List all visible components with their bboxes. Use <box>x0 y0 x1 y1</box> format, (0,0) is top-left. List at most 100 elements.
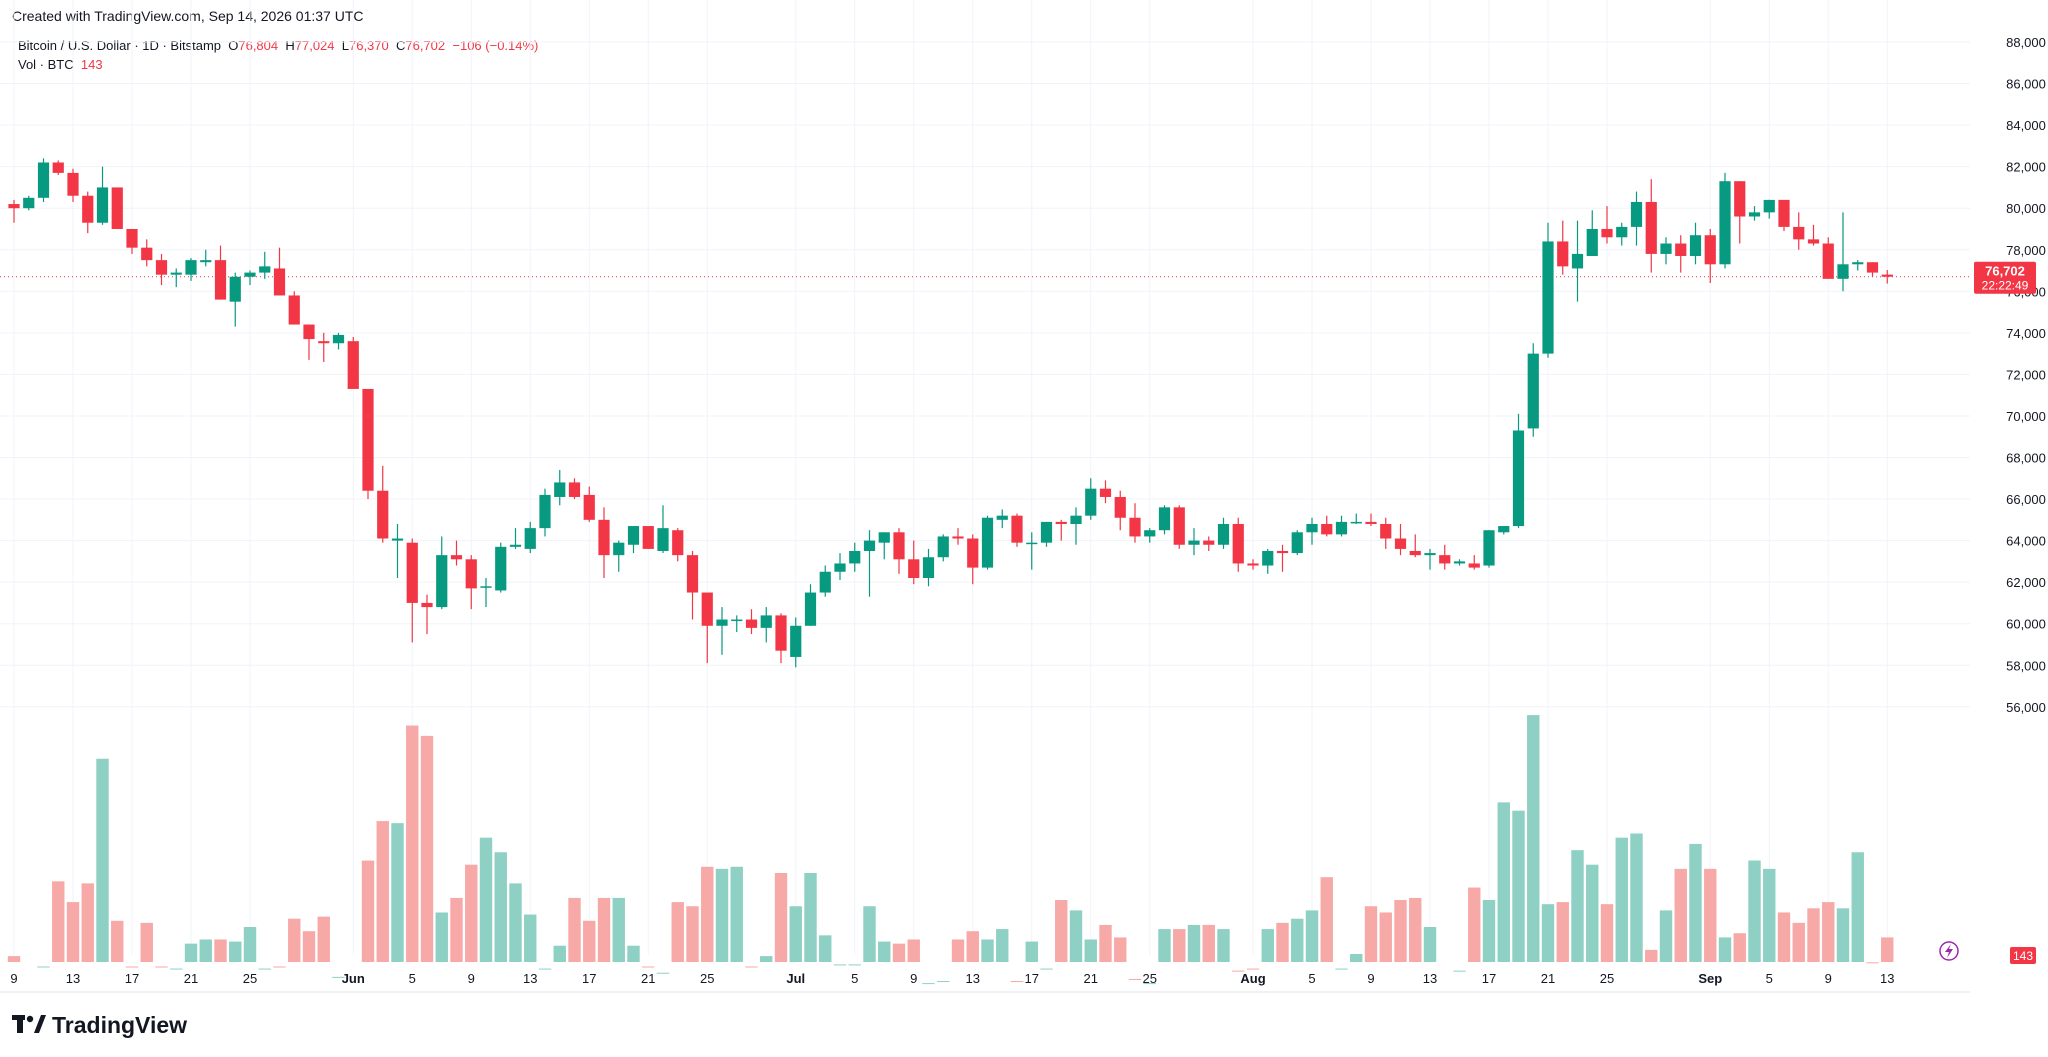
volume-bar <box>406 725 419 962</box>
volume-bar <box>494 852 507 962</box>
candle-body <box>214 260 227 300</box>
volume-bar <box>597 897 611 962</box>
y-axis-tick-label: 60,000 <box>2006 617 2046 632</box>
y-axis-tick-label: 88,000 <box>2006 35 2046 50</box>
volume-bar <box>81 883 94 962</box>
candle-body <box>863 540 876 551</box>
candle-body <box>377 490 389 539</box>
volume-bar <box>52 881 65 962</box>
volume-bar <box>951 939 965 962</box>
candle-body <box>672 530 684 556</box>
alert-lightning-icon <box>1939 941 1959 961</box>
volume-bar <box>66 902 80 962</box>
x-axis-tick-label: 17 <box>582 971 596 986</box>
volume-bar <box>1527 715 1540 962</box>
volume-bar <box>479 837 493 962</box>
volume-bar <box>1556 902 1569 962</box>
last-price-badge-value: 76,702 <box>1985 264 2025 279</box>
volume-bar <box>583 920 596 962</box>
volume-bar <box>553 945 566 962</box>
candle-body <box>922 557 935 578</box>
candle-body <box>318 341 330 344</box>
y-axis-tick-label: 80,000 <box>2006 201 2046 216</box>
volume-bar <box>1158 929 1171 962</box>
volume-label[interactable]: Vol · BTC <box>18 57 74 72</box>
candle-body <box>524 528 536 549</box>
volume-bar <box>981 939 994 962</box>
volume-bar <box>1600 904 1614 962</box>
candle-body <box>1291 532 1303 554</box>
candlestick-chart[interactable]: 56,000 58,000 60,000 62,000 64,000 66,000 68,0… <box>0 0 2048 1000</box>
volume-bar <box>1409 897 1422 962</box>
volume-bar <box>1482 900 1496 962</box>
volume-bar <box>1704 868 1717 962</box>
open-label: O <box>228 38 239 53</box>
x-axis-tick-label: 25 <box>1600 971 1614 986</box>
y-axis-tick-label: 86,000 <box>2006 77 2046 92</box>
volume-bar <box>420 735 434 962</box>
x-axis-tick-label: 25 <box>243 971 257 986</box>
candle-body <box>288 295 300 325</box>
volume-bar <box>730 866 743 962</box>
volume-bar <box>1733 933 1746 962</box>
candle-body <box>141 247 153 261</box>
candle-body <box>1734 181 1746 217</box>
volume-badge-value: 143 <box>2013 949 2033 963</box>
x-axis-tick-label: 17 <box>125 971 139 986</box>
candle-body <box>657 528 669 551</box>
volume-bar <box>1718 937 1732 962</box>
candle-body <box>480 586 492 588</box>
candle-body <box>332 334 345 344</box>
volume-bar <box>774 873 788 962</box>
volume-bar <box>1571 850 1584 962</box>
candle-body <box>819 571 831 593</box>
candle-body <box>1837 264 1849 279</box>
volume-bar <box>509 883 522 962</box>
candle-body <box>849 550 861 564</box>
candle-body <box>598 519 610 556</box>
candle-body <box>1129 517 1141 537</box>
candle-body <box>937 536 949 558</box>
volume-bar <box>671 902 684 962</box>
tradingview-logo-icon <box>12 1013 46 1039</box>
volume-bar <box>273 966 286 968</box>
candle-body <box>67 172 79 196</box>
candle-body <box>1247 563 1259 566</box>
x-axis-tick-label: 21 <box>641 971 655 986</box>
volume-bar <box>1305 910 1319 962</box>
candle-body <box>347 341 359 389</box>
candle-body <box>155 260 168 275</box>
volume-bar <box>1851 852 1864 962</box>
volume-bar <box>450 897 463 962</box>
volume-bar <box>1335 968 1348 970</box>
x-axis-tick-label: 5 <box>1766 971 1773 986</box>
candle-body <box>1365 521 1377 524</box>
candle-body <box>996 515 1008 520</box>
candle-body <box>583 494 595 520</box>
volume-bar <box>789 906 802 962</box>
candle-body <box>1055 521 1067 524</box>
x-axis-tick-label: 9 <box>10 971 17 986</box>
x-axis-tick-label: 13 <box>66 971 80 986</box>
candle-body <box>1778 199 1790 227</box>
candle-body <box>303 324 315 340</box>
volume-bar <box>1055 900 1068 962</box>
x-axis-tick-label: 13 <box>1880 971 1894 986</box>
candle-body <box>362 388 374 491</box>
volume-bar <box>627 945 640 962</box>
volume-bar <box>1143 983 1156 985</box>
volume-bar <box>1202 924 1215 962</box>
y-axis-tick-label: 58,000 <box>2006 658 2046 673</box>
volume-bar <box>1468 887 1481 962</box>
volume-bar <box>686 906 699 962</box>
candle-body <box>1512 430 1525 527</box>
volume-bar <box>745 966 758 968</box>
volume-bar <box>833 964 847 966</box>
volume-bar <box>1748 860 1761 962</box>
volume-bar <box>1394 900 1407 962</box>
volume-bar <box>435 912 448 962</box>
y-axis-tick-label: 62,000 <box>2006 575 2046 590</box>
volume-bar <box>568 897 581 962</box>
volume-bar <box>1586 864 1599 962</box>
candle-body <box>1085 488 1097 516</box>
